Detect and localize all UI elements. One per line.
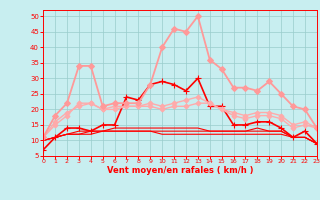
X-axis label: Vent moyen/en rafales ( km/h ): Vent moyen/en rafales ( km/h ) <box>107 166 253 175</box>
